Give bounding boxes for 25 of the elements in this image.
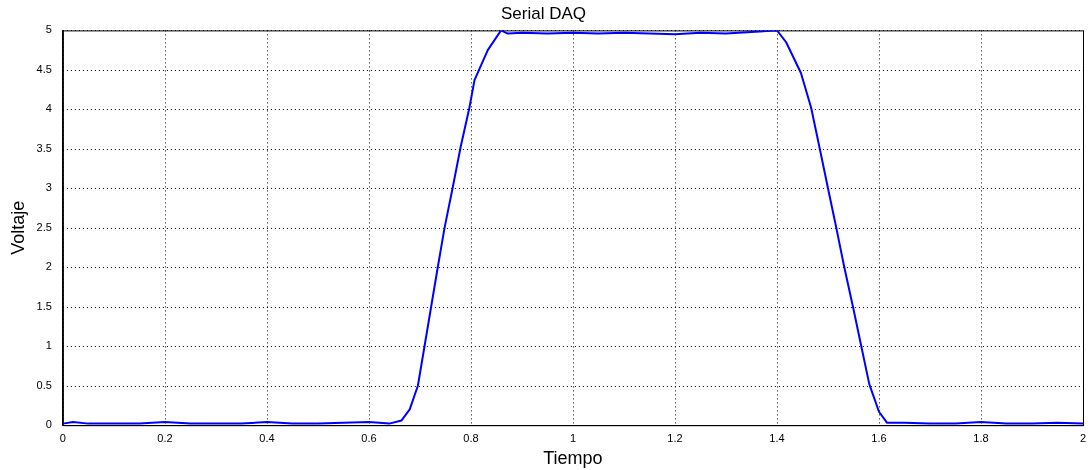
x-tick-label: 0.6 [361, 431, 377, 444]
x-tick-label: 2 [1079, 431, 1087, 444]
x-tick-label: 1.2 [667, 431, 683, 444]
y-tick-label: 4.5 [36, 62, 52, 75]
chart-title: Serial DAQ [500, 3, 587, 23]
x-tick-label: 0 [59, 431, 66, 444]
y-tick-label: 0 [45, 418, 52, 431]
y-tick-label: 5 [45, 23, 52, 36]
y-axis-title: Voltaje [7, 200, 28, 255]
x-tick-label: 0.8 [463, 431, 479, 444]
y-tick-label: 2 [45, 260, 52, 273]
x-tick-label: 1 [569, 431, 577, 444]
x-axis-title: Tiempo [543, 448, 603, 469]
x-tick-label: 1.6 [871, 431, 887, 444]
x-tick-label: 1.8 [973, 431, 989, 444]
y-tick-label: 1 [45, 339, 52, 352]
x-tick-label: 0.4 [259, 431, 275, 444]
y-tick-label: 4 [45, 102, 52, 115]
y-tick-label: 0.5 [36, 378, 52, 391]
y-tick-label: 2.5 [36, 220, 52, 233]
x-tick-label: 1.4 [769, 431, 785, 444]
y-tick-label: 3.5 [36, 141, 52, 154]
y-tick-label: 3 [45, 181, 52, 194]
y-tick-label: 1.5 [36, 299, 52, 312]
x-tick-label: 0.2 [157, 431, 173, 444]
